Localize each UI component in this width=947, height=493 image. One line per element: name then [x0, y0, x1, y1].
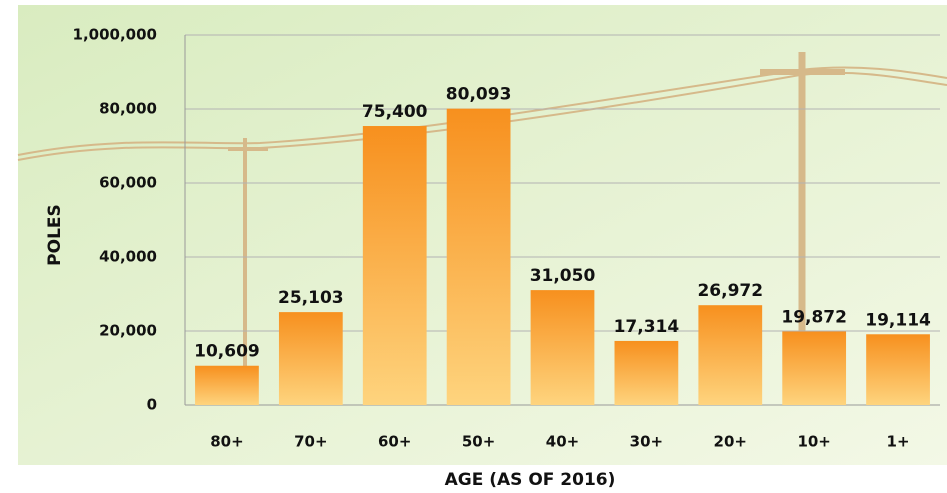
x-tick-label: 30+: [630, 433, 663, 451]
bar: [698, 305, 763, 405]
x-tick-label: 70+: [294, 433, 327, 451]
x-tick-label: 1+: [887, 433, 910, 451]
value-label: 75,400: [362, 102, 428, 122]
value-label: 17,314: [614, 317, 680, 337]
value-label: 31,050: [530, 266, 596, 286]
y-tick-label: 60,000: [99, 174, 157, 192]
y-tick-label: 80,000: [99, 100, 157, 118]
value-label: 80,093: [446, 85, 512, 105]
value-label: 26,972: [697, 281, 763, 301]
bar: [614, 340, 679, 405]
bar: [866, 334, 930, 405]
value-label: 10,609: [194, 342, 260, 362]
x-tick-label: 80+: [210, 433, 243, 451]
x-tick-label: 20+: [714, 433, 747, 451]
x-tick-label: 60+: [378, 433, 411, 451]
x-axis-title: AGE (AS OF 2016): [445, 470, 616, 490]
x-tick-label: 50+: [462, 433, 495, 451]
bar: [782, 331, 847, 405]
bar: [530, 290, 595, 405]
y-tick-label: 40,000: [99, 248, 157, 266]
bar: [446, 108, 511, 406]
value-label: 25,103: [278, 288, 344, 308]
bar: [195, 365, 259, 405]
x-tick-label: 10+: [797, 433, 830, 451]
y-tick-label: 0: [147, 396, 157, 414]
y-tick-label: 20,000: [99, 322, 157, 340]
bar: [362, 126, 427, 406]
value-label: 19,114: [865, 310, 931, 330]
x-tick-label: 40+: [546, 433, 579, 451]
bar: [278, 312, 343, 405]
value-label: 19,872: [781, 307, 847, 327]
y-tick-label: 1,000,000: [73, 26, 157, 44]
y-axis-title: POLES: [45, 204, 65, 266]
